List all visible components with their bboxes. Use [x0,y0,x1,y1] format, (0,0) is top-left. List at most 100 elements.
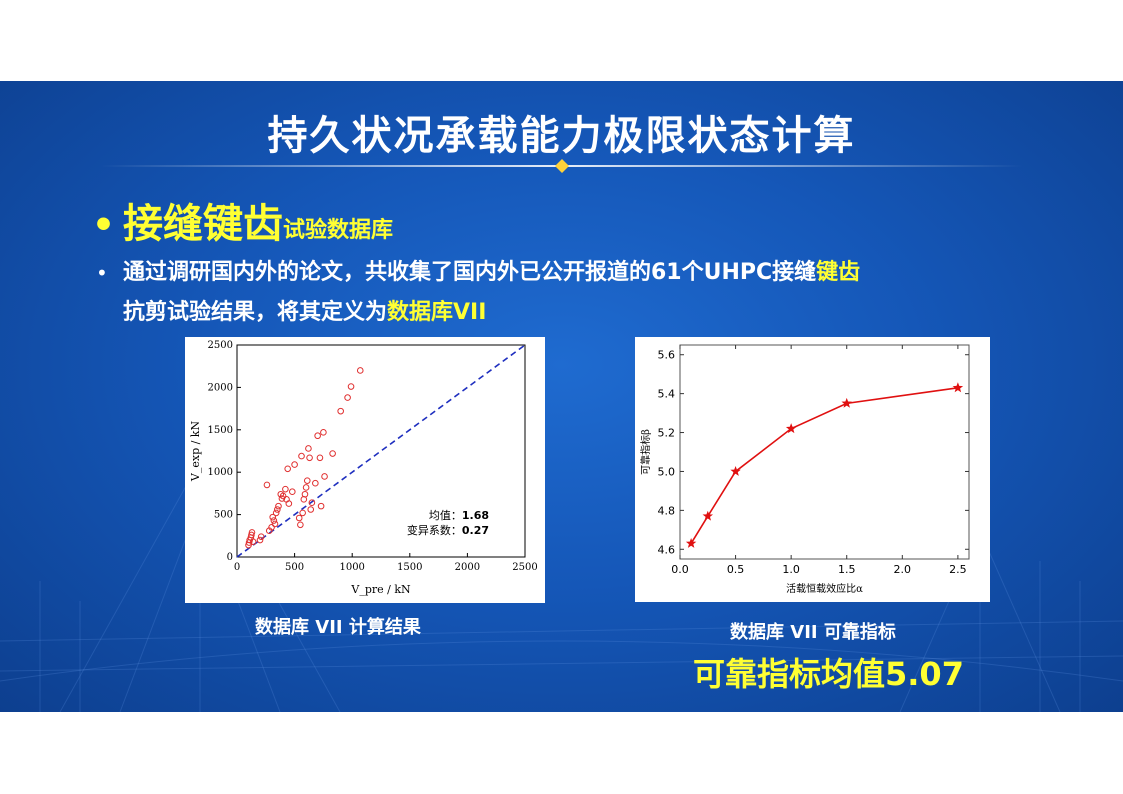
x-tick-label: 2.0 [894,563,912,576]
plot-frame [679,344,970,560]
data-point [256,536,264,544]
scatter-chart: 0 500 1000 1500 2000 2500 0 500 1000 1500 2000 2500… [189,340,538,596]
data-point [271,520,279,528]
bullet-heading-sub: 试验数据库 [283,218,394,243]
data-point [268,524,275,531]
x-tick-label: 1500 [397,562,422,573]
bullet-dot: • [92,205,116,246]
series-line [690,387,958,544]
slide: 持久状况承载能力极限状态计算 • 接缝键齿试验数据库 • 通过调研国内外的论文，共… [0,81,1123,712]
caption-right: 数据库 VII 可靠指标 [730,622,896,643]
data-point [356,367,364,374]
data-point [297,521,304,529]
y-tick-label: 5.0 [658,465,676,478]
data-point [269,513,277,521]
y-tick-label: 500 [214,510,233,521]
data-point [301,490,309,498]
data-point [312,479,319,487]
data-point [270,517,278,524]
data-point-star [730,465,741,476]
data-point [275,502,282,510]
bullet-body-line-1: 通过调研国内外的论文，共收集了国内外已公开报道的61个UHPC接缝键齿 [96,253,1076,293]
data-point [279,492,287,500]
x-tick-label: 2500 [512,562,537,573]
cv-label: 变异系数： [407,523,462,537]
mean-value: 1.68 [462,509,489,522]
bullet-text: 通过调研国内外的论文，共收集了国内外已公开报道的61个UHPC接缝 [123,260,817,285]
y-tick-label: 5.6 [658,349,676,362]
page-title: 持久状况承载能力极限状态计算 [267,113,856,159]
x-tick-label: 2000 [455,562,480,573]
y-tick-label: 1500 [208,425,233,436]
x-tick-label: 500 [285,562,304,573]
line-chart: 0.0 0.5 1.0 1.5 2.0 2.5 4.6 4.8 5.0 5.2 5.4 5.6 活载恒载… [639,344,970,595]
x-tick-label: 2.5 [949,563,967,576]
x-tick-label: 1.0 [782,563,800,576]
data-point [329,450,336,457]
data-point [249,538,257,546]
data-point [347,383,355,390]
data-point [257,533,265,540]
plot-frame [236,344,526,558]
data-point [317,502,325,510]
x-tick-label: 0.5 [727,563,745,576]
data-point [321,473,328,480]
bullet-body: • 通过调研国内外的论文，共收集了国内外已公开报道的61个UHPC接缝键齿 抗剪… [96,253,1076,333]
data-point-star [702,510,714,521]
x-tick-label: 0 [234,562,240,573]
data-point [302,484,310,491]
data-point [337,407,344,415]
data-point-star [841,397,852,408]
highlight-text: 数据库VII [387,300,487,325]
cv-value: 0.27 [462,524,489,537]
data-point-star [785,423,797,434]
y-axis-label: 可靠指标β [639,429,652,475]
y-tick-label: 1000 [208,467,233,478]
line-chart-panel: 0.0 0.5 1.0 1.5 2.0 2.5 4.6 4.8 5.0 5.2 5.4 5.6 活载恒载… [635,337,990,602]
bullet-text: 抗剪试验结果，将其定义为 [123,300,388,325]
x-axis-label: 活载恒载效应比α [786,582,863,595]
y-tick-label: 4.8 [658,504,676,517]
mean-reliability-caption: 可靠指标均值5.07 [693,655,964,693]
y-tick-label: 2000 [208,382,233,393]
data-point [314,432,321,440]
caption-left: 数据库 VII 计算结果 [255,617,421,638]
data-point [285,500,293,507]
data-point [298,452,305,460]
y-tick-label: 2500 [208,340,233,351]
data-point [305,445,312,452]
data-point [284,465,291,473]
y-tick-label: 5.4 [658,388,676,401]
mean-label: 均值： [429,509,462,522]
data-point-star [952,382,964,393]
x-tick-label: 0.0 [671,563,689,576]
data-point [248,529,256,536]
mean-annotation: 均值：1.68 [429,509,489,522]
data-point [272,509,280,517]
x-tick-label: 1000 [339,562,364,573]
data-point [288,488,296,496]
cv-annotation: 变异系数：0.27 [407,523,489,537]
data-point [316,454,324,462]
data-point-star [685,537,697,548]
data-point [282,485,289,493]
x-tick-label: 1.5 [838,563,856,576]
bullet-body-line-2: 抗剪试验结果，将其定义为数据库VII [96,293,1076,333]
data-point [299,509,306,517]
bullet-dot: • [96,261,108,285]
data-point [303,477,311,484]
y-tick-label: 4.6 [658,543,676,556]
y-tick-label: 5.2 [658,427,676,440]
data-point [308,499,316,507]
data-point [248,531,255,539]
scatter-chart-panel: 0 500 1000 1500 2000 2500 0 500 1000 1500 2000 2500… [185,337,545,603]
y-axis-label: V_exp / kN [189,421,202,483]
y-tick-label: 0 [227,552,233,563]
data-point [263,481,271,489]
data-point [295,514,303,522]
data-point [307,506,315,513]
highlight-text: 键齿 [816,260,861,285]
bullet-heading: • 接缝键齿试验数据库 [92,191,393,249]
bullet-heading-main: 接缝键齿 [123,201,284,247]
data-point [344,394,351,401]
